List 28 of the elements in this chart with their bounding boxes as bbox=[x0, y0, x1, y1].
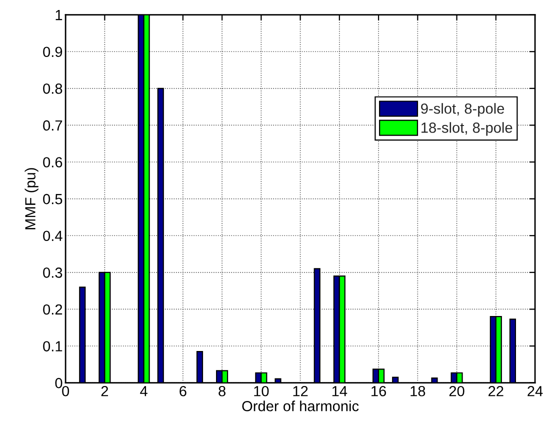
y-tick-label: 0.5 bbox=[43, 194, 62, 204]
x-tick-label: 10 bbox=[254, 386, 269, 396]
x-tick-label: 2 bbox=[101, 386, 108, 396]
x-tick-label: 24 bbox=[528, 386, 543, 396]
y-tick-label: 0.6 bbox=[43, 157, 62, 168]
y-tick-label: 0.2 bbox=[43, 304, 62, 315]
x-tick-label: 4 bbox=[140, 386, 148, 396]
x-tick-label: 8 bbox=[218, 386, 226, 396]
x-tick-label: 18 bbox=[410, 386, 426, 396]
y-tick-label: 0.3 bbox=[43, 268, 62, 278]
y-tick-label: 0.4 bbox=[43, 230, 62, 242]
x-tick-label: 12 bbox=[293, 386, 308, 396]
x-tick-label: 22 bbox=[488, 386, 504, 396]
x-tick-label: 14 bbox=[332, 386, 348, 396]
x-tick-label: 6 bbox=[180, 386, 186, 396]
x-tick-label: 16 bbox=[372, 386, 386, 396]
legend-label: 9-slot, 8-pole bbox=[421, 103, 504, 117]
y-tick-label: 1 bbox=[56, 10, 62, 20]
legend-label: 18-slot, 8-pole bbox=[422, 122, 512, 136]
y-tick-label: 0 bbox=[55, 378, 62, 388]
x-tick-label: 0 bbox=[62, 386, 70, 396]
y-tick-label: 0.7 bbox=[43, 120, 62, 131]
y-tick-label: 0.9 bbox=[43, 46, 62, 58]
y-tick-label: 0.8 bbox=[43, 84, 62, 94]
y-axis-title: MMF (pu) bbox=[24, 168, 38, 230]
x-tick-label: 20 bbox=[449, 386, 464, 396]
x-axis-title: Order of harmonic bbox=[242, 400, 359, 412]
y-tick-label: 0.1 bbox=[43, 341, 62, 352]
